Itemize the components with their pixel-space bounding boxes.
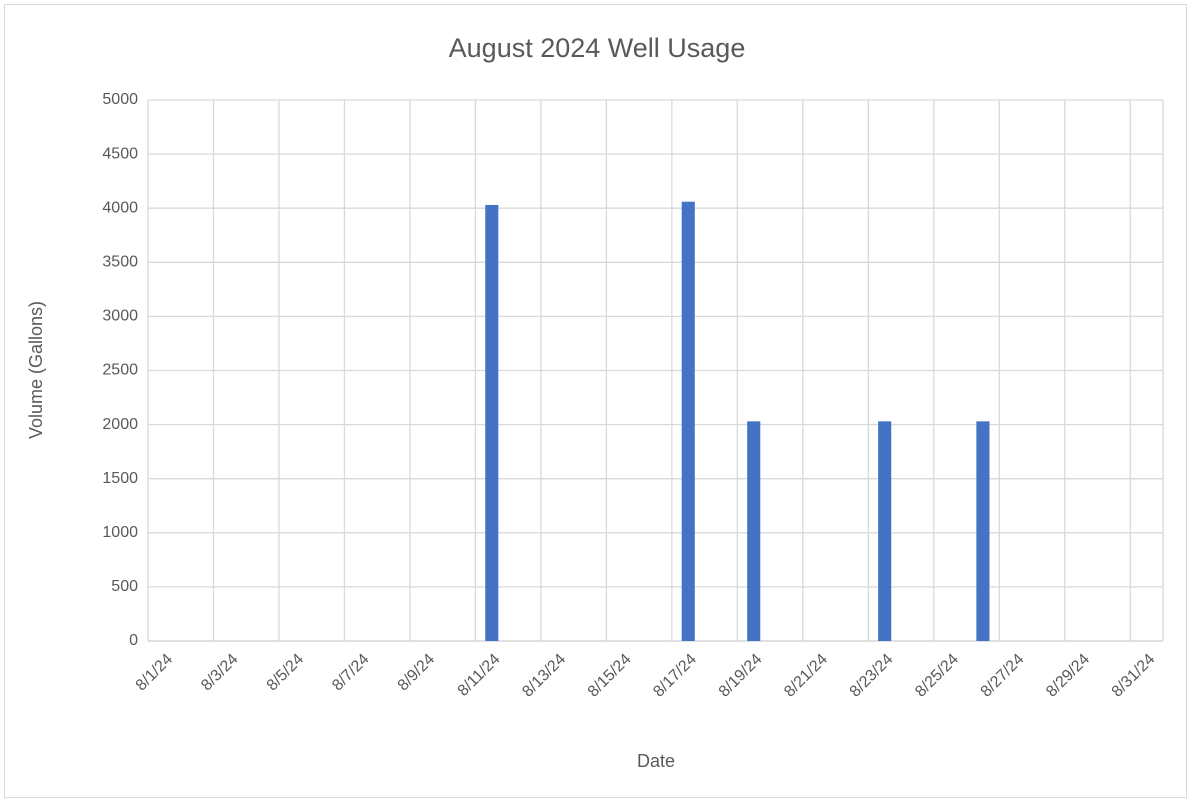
- y-tick-label: 4000: [102, 199, 138, 216]
- y-tick-label: 500: [111, 578, 138, 595]
- chart-border: [4, 4, 1187, 798]
- y-tick-label: 4500: [102, 145, 138, 162]
- bar: [976, 421, 990, 641]
- y-tick-label: 1500: [102, 470, 138, 487]
- y-tick-label: 0: [129, 632, 138, 649]
- y-tick-label: 2500: [102, 362, 138, 379]
- y-tick-label: 5000: [102, 91, 138, 108]
- chart-title: August 2024 Well Usage: [449, 33, 746, 63]
- bar: [681, 201, 695, 641]
- bar: [485, 204, 499, 642]
- x-axis-title: Date: [637, 751, 675, 771]
- bar: [878, 421, 892, 641]
- y-tick-label: 1000: [102, 524, 138, 541]
- y-tick-label: 3000: [102, 308, 138, 325]
- y-tick-label: 2000: [102, 416, 138, 433]
- y-axis-title: Volume (Gallons): [26, 301, 46, 439]
- y-tick-label: 3500: [102, 254, 138, 271]
- bar: [747, 421, 761, 641]
